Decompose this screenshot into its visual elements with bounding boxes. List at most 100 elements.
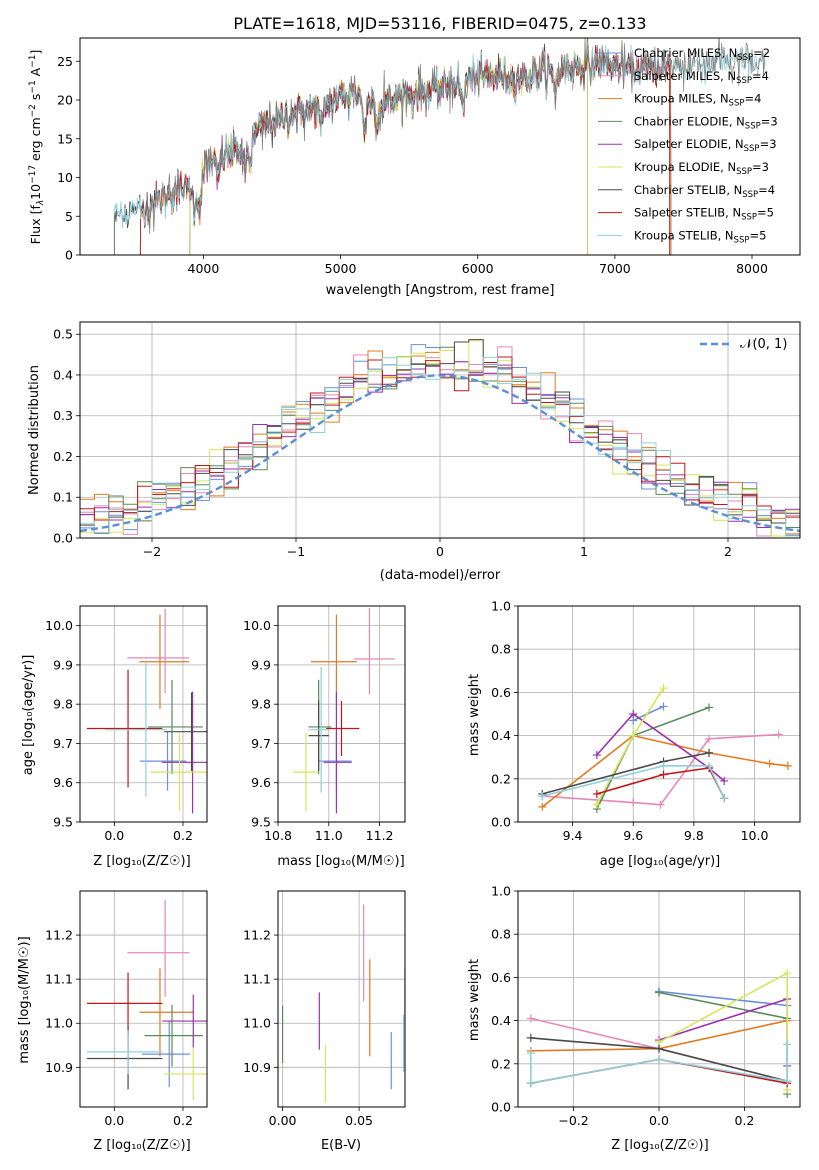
weight-marker <box>655 1044 663 1053</box>
legend-sub: SSP <box>729 99 745 109</box>
weight_vs_age-ytick-label: 0.2 <box>491 771 511 786</box>
massz-xlabel: Z [log₁₀(Z/Z☉)] <box>93 1138 190 1153</box>
weight_vs_age-ytick-label: 0.8 <box>491 642 511 657</box>
spectrum-model-line <box>189 41 588 255</box>
weight-line <box>542 733 779 806</box>
ylabel-part: −1 <box>28 80 38 93</box>
ylabel-part: 10 <box>28 184 43 200</box>
spectrum-ylabel: Flux [fλ10−17 erg cm−2 s−1 A−1] <box>28 50 46 245</box>
errorbar-point <box>311 614 357 709</box>
weight-marker <box>720 776 729 785</box>
ylabel-part: −1 <box>28 55 38 68</box>
residuals-ytick-label: 0.0 <box>53 531 73 546</box>
weight-marker <box>629 710 638 718</box>
age_vs_mass-xtick-label: 11.0 <box>315 828 343 843</box>
residuals-xtick-label: 2 <box>724 544 732 559</box>
spectrum-data-line <box>146 38 766 235</box>
mass_vs_ebv-xtick-label: 0.05 <box>345 1113 373 1128</box>
ylabel-part: ] <box>28 50 43 55</box>
normal-curve <box>80 374 800 533</box>
weight-marker <box>659 684 668 693</box>
mass_vs_Z-ytick-label: 10.9 <box>45 1060 73 1075</box>
weight_vs_age-axes: 9.4 9.6 9.8 10.0 0.0 0.2 0.4 0.6 0.8 1.0 <box>491 599 801 843</box>
weight-line <box>596 687 665 806</box>
weight-marker <box>629 731 638 740</box>
weight-marker <box>526 1033 535 1042</box>
hist-legend-label: 𝒩(0, 1) <box>740 337 787 352</box>
wage-ylabel: mass weight <box>467 674 482 756</box>
chart-title: PLATE=1618, MJD=53116, FIBERID=0475, z=0… <box>233 14 646 33</box>
residuals-axes: −2 −1 0 1 2 0.0 0.1 0.2 0.3 0.4 0.5 <box>53 321 801 559</box>
weight_vs_Z-xtick-label: −0.2 <box>558 1113 588 1128</box>
spectrum-ytick-label: 5 <box>65 209 73 224</box>
age_vs_mass-ytick-label: 9.8 <box>251 697 271 712</box>
hist-ylabel: Normed distribution <box>27 365 42 495</box>
weight-marker <box>705 748 714 757</box>
age_vs_mass-plot-area <box>293 607 395 814</box>
age_vs_mass-xtick-label: 11.2 <box>366 828 394 843</box>
weight-marker <box>592 751 601 760</box>
weight_vs_age-xtick-label: 9.4 <box>563 828 583 843</box>
spectrum-model-line <box>113 43 671 255</box>
weight-marker <box>720 794 729 803</box>
legend-entry: Salpeter ELODIE, NSSP=3 <box>634 137 777 154</box>
legend-sub: SSP <box>737 53 753 63</box>
agez-xlabel: Z [log₁₀(Z/Z☉)] <box>93 854 190 869</box>
legend-name: Salpeter STELIB, N <box>634 206 741 220</box>
age_vs_mass-axes: 10.8 11.0 11.2 9.5 9.6 9.7 9.8 9.9 10.0 <box>243 605 406 843</box>
mass_vs_Z-frame <box>79 890 208 1108</box>
legend-value: =4 <box>752 69 769 83</box>
legend-value: =3 <box>752 160 769 174</box>
mass_vs_Z-ytick-label: 11.0 <box>45 1016 73 1031</box>
weight_vs_age-frame <box>517 605 801 823</box>
weight_vs_age-xtick-label: 9.6 <box>623 828 643 843</box>
wz-ylabel: mass weight <box>467 959 482 1041</box>
weight_vs_Z-ytick-label: 0.2 <box>491 1056 511 1071</box>
errorbar-point <box>150 732 207 812</box>
ylabel-part: s <box>28 94 43 105</box>
weight-marker <box>783 1040 792 1049</box>
legend-value: =5 <box>757 206 774 220</box>
weight_vs_age-xtick-label: 10.0 <box>741 828 769 843</box>
residuals-ytick-label: 0.5 <box>53 327 73 342</box>
massebv-xlabel: E(B-V) <box>321 1138 361 1153</box>
legend-entry: Chabrier STELIB, NSSP=4 <box>634 183 775 200</box>
spectrum-xtick-label: 6000 <box>462 261 494 276</box>
weight-marker <box>705 703 714 712</box>
weight_vs_age-plot-area <box>538 684 792 814</box>
weight-marker <box>538 792 547 801</box>
mass_vs_ebv-axes: 0.00 0.05 10.9 11.0 11.1 11.2 <box>243 890 406 1128</box>
age_vs_Z-xtick-label: 0.0 <box>104 828 124 843</box>
spectrum-xtick-label: 7000 <box>599 261 631 276</box>
ylabel-part: A <box>28 67 43 80</box>
age_vs_Z-ytick-label: 9.5 <box>53 815 73 830</box>
weight-marker <box>783 761 792 770</box>
weight-marker <box>526 1049 535 1057</box>
spectrum-axes: 4000 5000 6000 7000 8000 0 5 10 15 20 25 <box>57 37 801 276</box>
age_vs_Z-ytick-label: 9.9 <box>53 657 73 672</box>
residuals-ytick-label: 0.4 <box>53 367 73 382</box>
weight_vs_Z-ytick-label: 0.4 <box>491 1013 511 1028</box>
spectrum-xlabel: wavelength [Angstrom, rest frame] <box>326 283 555 298</box>
weight-marker <box>526 1014 535 1023</box>
errorbar-point <box>144 1004 203 1067</box>
weight-marker <box>655 988 663 997</box>
mass_vs_ebv-ytick-label: 11.2 <box>243 928 271 943</box>
weight-marker <box>655 1055 663 1064</box>
weight-marker <box>659 770 668 779</box>
spectrum-ytick-label: 0 <box>65 248 73 263</box>
weight-line <box>542 765 725 799</box>
weight_vs_Z-ytick-label: 0.6 <box>491 970 511 985</box>
spectrum-ytick-label: 15 <box>57 131 73 146</box>
residuals-xtick-label: 1 <box>580 544 588 559</box>
errorbar-point <box>140 731 187 791</box>
spectrum-ytick-label: 20 <box>57 93 73 108</box>
spectrum-xtick-label: 8000 <box>736 261 768 276</box>
weight-marker <box>783 969 792 978</box>
weight_vs_age-ytick-label: 0.6 <box>491 685 511 700</box>
age_vs_mass-ytick-label: 10.0 <box>243 618 271 633</box>
weight-marker <box>659 702 668 711</box>
weight_vs_age-ytick-label: 0.4 <box>491 728 511 743</box>
